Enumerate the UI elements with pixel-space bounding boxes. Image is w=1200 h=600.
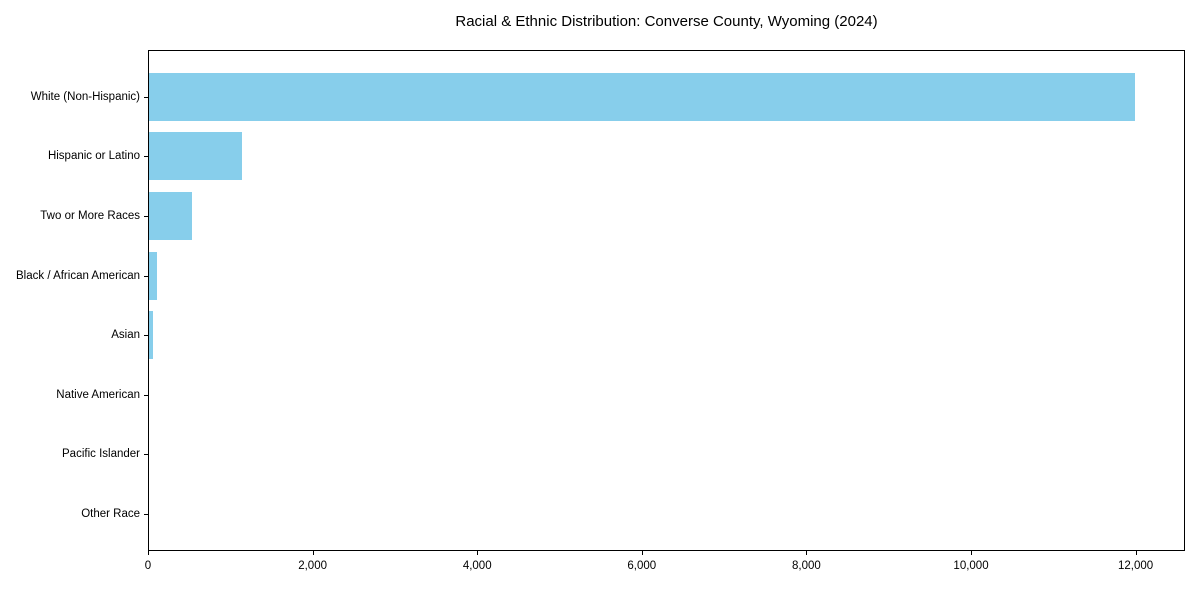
y-tick bbox=[144, 96, 148, 98]
bar bbox=[149, 132, 242, 181]
y-axis-label: Black / African American bbox=[16, 269, 140, 282]
x-tick bbox=[477, 551, 479, 555]
y-tick bbox=[144, 275, 148, 277]
bar-row: Hispanic or Latino bbox=[48, 127, 1184, 187]
y-tick bbox=[144, 215, 148, 217]
y-tick bbox=[144, 394, 148, 396]
bar-rows: White (Non-Hispanic) Hispanic or Latino Tw… bbox=[16, 51, 1184, 550]
x-tick-label: 4,000 bbox=[462, 560, 492, 572]
y-axis-label: White (Non-Hispanic) bbox=[30, 90, 140, 103]
plot-area: White (Non-Hispanic) Hispanic or Latino Tw… bbox=[16, 50, 1185, 551]
y-tick bbox=[144, 156, 148, 158]
bar bbox=[149, 251, 157, 300]
y-axis-label: Asian bbox=[111, 329, 140, 342]
y-axis-label: Pacific Islander bbox=[62, 448, 140, 461]
x-tick bbox=[641, 551, 643, 555]
x-tick-label: 8,000 bbox=[792, 560, 821, 572]
x-tick-label: 0 bbox=[144, 560, 152, 572]
bar-row: Asian bbox=[111, 305, 1184, 365]
x-tick bbox=[148, 551, 149, 555]
x-tick-label: 6,000 bbox=[627, 560, 657, 572]
bar-row: Two or More Races bbox=[40, 186, 1184, 246]
y-tick bbox=[144, 513, 148, 515]
chart-title: Racial & Ethnic Distribution: Converse C… bbox=[455, 13, 878, 30]
bar-row: Native American bbox=[56, 365, 1184, 425]
x-tick bbox=[971, 551, 973, 555]
y-tick bbox=[144, 454, 148, 456]
bar-row: Other Race bbox=[81, 484, 1184, 544]
bar-row: Black / African American bbox=[16, 246, 1184, 306]
x-tick bbox=[312, 551, 314, 555]
bar bbox=[149, 72, 1135, 121]
bar-row: Pacific Islander bbox=[62, 425, 1184, 485]
y-tick bbox=[144, 335, 148, 337]
bar-row: White (Non-Hispanic) bbox=[31, 67, 1184, 127]
y-axis-label: Two or More Races bbox=[40, 209, 140, 222]
x-tick-label: 2,000 bbox=[298, 560, 327, 572]
bar bbox=[149, 311, 154, 360]
bar bbox=[149, 191, 192, 240]
y-axis-label: Native American bbox=[56, 388, 140, 401]
y-axis-label: Hispanic or Latino bbox=[47, 150, 140, 163]
x-axis: 0 2,000 4,000 6,000 8,000 10,000 12,000 bbox=[144, 551, 1185, 581]
x-tick-label: 12,000 bbox=[1118, 560, 1154, 572]
x-tick-label: 10,000 bbox=[953, 560, 989, 572]
x-tick bbox=[806, 551, 808, 555]
x-tick bbox=[1135, 551, 1137, 555]
y-axis-label: Other Race bbox=[81, 507, 140, 520]
